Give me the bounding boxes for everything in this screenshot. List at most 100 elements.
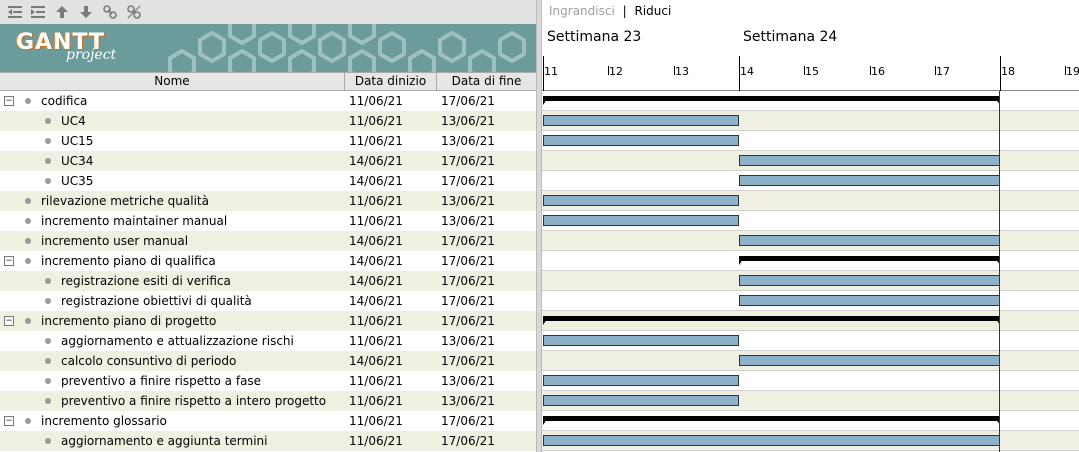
task-end-date[interactable]: 17/06/21 <box>441 254 495 268</box>
column-header-start[interactable]: Data dinizio <box>345 73 437 90</box>
task-name[interactable]: incremento glossario <box>41 414 167 428</box>
task-bar[interactable] <box>543 215 739 226</box>
task-bar[interactable] <box>739 235 1000 246</box>
task-end-date[interactable]: 17/06/21 <box>441 354 495 368</box>
task-start-date[interactable]: 11/06/21 <box>349 434 403 448</box>
task-name[interactable]: incremento piano di progetto <box>41 314 217 328</box>
task-bar[interactable] <box>739 275 1000 286</box>
collapse-icon[interactable]: − <box>4 416 14 426</box>
zoom-in-link[interactable]: Ingrandisci <box>549 4 615 18</box>
task-end-date[interactable]: 17/06/21 <box>441 174 495 188</box>
task-row[interactable]: incremento maintainer manual 11/06/21 13/0… <box>0 211 536 231</box>
task-start-date[interactable]: 11/06/21 <box>349 414 403 428</box>
task-start-date[interactable]: 11/06/21 <box>349 134 403 148</box>
task-start-date[interactable]: 11/06/21 <box>349 114 403 128</box>
task-name[interactable]: calcolo consuntivo di periodo <box>61 354 237 368</box>
collapse-icon[interactable]: − <box>4 96 14 106</box>
task-row[interactable]: − codifica 11/06/21 17/06/21 <box>0 91 536 111</box>
task-name[interactable]: preventivo a finire rispetto a intero pr… <box>61 394 327 408</box>
column-header-end[interactable]: Data di fine <box>451 74 522 88</box>
task-name[interactable]: rilevazione metriche qualità <box>41 194 209 208</box>
task-row[interactable]: registrazione obiettivi di qualità 14/06/… <box>0 291 536 311</box>
task-bar[interactable] <box>543 435 1000 446</box>
task-end-date[interactable]: 13/06/21 <box>441 374 495 388</box>
zoom-out-link[interactable]: Riduci <box>634 4 672 18</box>
task-bar[interactable] <box>543 135 739 146</box>
task-row[interactable]: UC34 14/06/21 17/06/21 <box>0 151 536 171</box>
move-up-icon[interactable] <box>53 3 71 21</box>
task-end-date[interactable]: 17/06/21 <box>441 314 495 328</box>
task-name[interactable]: aggiornamento e aggiunta termini <box>61 434 268 448</box>
summary-task-bar[interactable] <box>543 96 1000 105</box>
task-start-date[interactable]: 11/06/21 <box>349 314 403 328</box>
task-name[interactable]: registrazione obiettivi di qualità <box>61 294 252 308</box>
task-bar[interactable] <box>543 115 739 126</box>
task-bar[interactable] <box>543 335 739 346</box>
task-start-date[interactable]: 14/06/21 <box>349 154 403 168</box>
task-start-date[interactable]: 14/06/21 <box>349 254 403 268</box>
indent-icon[interactable] <box>29 3 47 21</box>
task-row[interactable]: aggiornamento e aggiunta termini 11/06/21… <box>0 431 536 451</box>
task-row[interactable]: aggiornamento e attualizzazione rischi 11… <box>0 331 536 351</box>
task-end-date[interactable]: 17/06/21 <box>441 294 495 308</box>
task-row[interactable]: UC15 11/06/21 13/06/21 <box>0 131 536 151</box>
task-row[interactable]: registrazione esiti di verifica 14/06/21 1… <box>0 271 536 291</box>
task-name[interactable]: UC35 <box>61 174 94 188</box>
task-bar[interactable] <box>543 395 739 406</box>
task-end-date[interactable]: 13/06/21 <box>441 394 495 408</box>
task-row[interactable]: calcolo consuntivo di periodo 14/06/21 17/… <box>0 351 536 371</box>
task-row[interactable]: preventivo a finire rispetto a intero pr… <box>0 391 536 411</box>
task-row[interactable]: UC35 14/06/21 17/06/21 <box>0 171 536 191</box>
task-row[interactable]: − incremento glossario 11/06/21 17/06/21 <box>0 411 536 431</box>
task-end-date[interactable]: 17/06/21 <box>441 94 495 108</box>
summary-task-bar[interactable] <box>543 416 1000 425</box>
task-end-date[interactable]: 17/06/21 <box>441 434 495 448</box>
task-start-date[interactable]: 11/06/21 <box>349 394 403 408</box>
move-down-icon[interactable] <box>77 3 95 21</box>
task-row[interactable]: − incremento piano di qualifica 14/06/21 17… <box>0 251 536 271</box>
task-name[interactable]: preventivo a finire rispetto a fase <box>61 374 262 388</box>
task-start-date[interactable]: 11/06/21 <box>349 94 403 108</box>
task-name[interactable]: incremento piano di qualifica <box>41 254 216 268</box>
task-end-date[interactable]: 13/06/21 <box>441 214 495 228</box>
task-bar[interactable] <box>739 175 1000 186</box>
task-start-date[interactable]: 11/06/21 <box>349 334 403 348</box>
task-name[interactable]: aggiornamento e attualizzazione rischi <box>61 334 294 348</box>
task-start-date[interactable]: 14/06/21 <box>349 174 403 188</box>
task-bar[interactable] <box>739 295 1000 306</box>
summary-task-bar[interactable] <box>739 256 1000 265</box>
task-end-date[interactable]: 13/06/21 <box>441 334 495 348</box>
task-name[interactable]: UC15 <box>61 134 94 148</box>
summary-task-bar[interactable] <box>543 316 1000 325</box>
unlink-icon[interactable] <box>125 3 143 21</box>
column-header-name[interactable]: Nome <box>0 73 345 90</box>
task-start-date[interactable]: 11/06/21 <box>349 194 403 208</box>
task-end-date[interactable]: 17/06/21 <box>441 154 495 168</box>
task-end-date[interactable]: 17/06/21 <box>441 274 495 288</box>
task-end-date[interactable]: 13/06/21 <box>441 194 495 208</box>
task-name[interactable]: registrazione esiti di verifica <box>61 274 231 288</box>
task-start-date[interactable]: 14/06/21 <box>349 274 403 288</box>
task-start-date[interactable]: 14/06/21 <box>349 234 403 248</box>
task-row[interactable]: preventivo a finire rispetto a fase 11/06… <box>0 371 536 391</box>
task-bar[interactable] <box>739 155 1000 166</box>
collapse-icon[interactable]: − <box>4 256 14 266</box>
task-bar[interactable] <box>543 375 739 386</box>
task-row[interactable]: − incremento piano di progetto 11/06/21 17/… <box>0 311 536 331</box>
task-bar[interactable] <box>739 355 1000 366</box>
task-name[interactable]: codifica <box>41 94 88 108</box>
task-name[interactable]: incremento user manual <box>41 234 189 248</box>
task-start-date[interactable]: 14/06/21 <box>349 294 403 308</box>
task-row[interactable]: rilevazione metriche qualità 11/06/21 13/0… <box>0 191 536 211</box>
task-row[interactable]: UC4 11/06/21 13/06/21 <box>0 111 536 131</box>
task-name[interactable]: UC34 <box>61 154 94 168</box>
task-bar[interactable] <box>543 195 739 206</box>
task-start-date[interactable]: 11/06/21 <box>349 374 403 388</box>
splitter-handle[interactable] <box>536 0 542 452</box>
link-icon[interactable] <box>101 3 119 21</box>
task-start-date[interactable]: 11/06/21 <box>349 214 403 228</box>
task-name[interactable]: UC4 <box>61 114 86 128</box>
task-end-date[interactable]: 13/06/21 <box>441 114 495 128</box>
collapse-icon[interactable]: − <box>4 316 14 326</box>
task-row[interactable]: incremento user manual 14/06/21 17/06/21 <box>0 231 536 251</box>
